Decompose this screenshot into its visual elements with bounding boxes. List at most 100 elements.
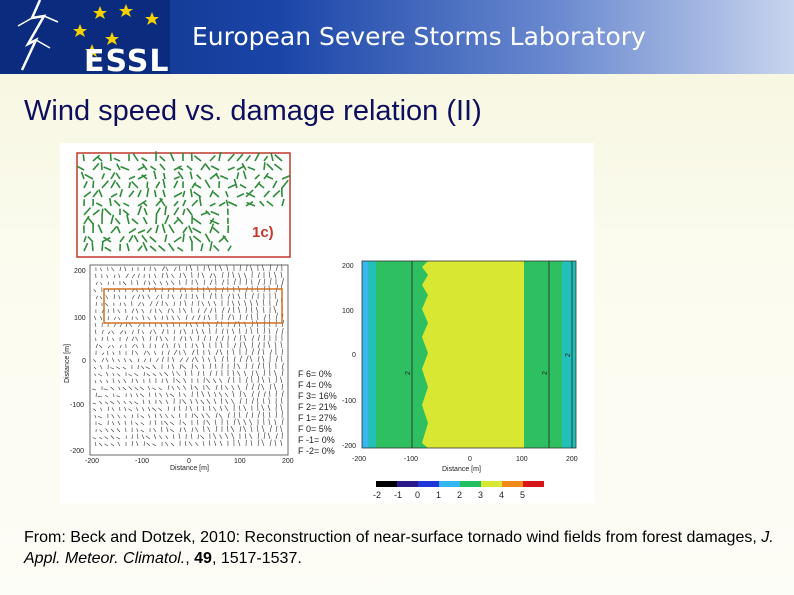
- wind-vector: [267, 404, 271, 412]
- inset-wind-vector: [236, 192, 245, 198]
- wind-vector: [179, 272, 181, 279]
- wind-vector: [112, 337, 115, 342]
- legend-entry: F 3= 16%: [298, 391, 337, 401]
- inset-wind-vector: [168, 224, 175, 234]
- wind-vector: [149, 357, 152, 363]
- wind-vector: [112, 372, 115, 377]
- wind-vector: [97, 423, 103, 426]
- wind-vector: [136, 280, 139, 286]
- wind-vector: [221, 356, 224, 363]
- wind-vector: [221, 313, 223, 321]
- inset-wind-vector: [189, 171, 193, 180]
- right-y-tick: -100: [342, 398, 356, 405]
- inset-wind-vector: [257, 182, 265, 189]
- wind-vector: [166, 315, 169, 321]
- colorbar-segment: [376, 481, 397, 487]
- inset-wind-vector: [149, 245, 157, 252]
- wind-vector: [135, 316, 139, 321]
- wind-vector: [94, 380, 97, 384]
- inset-wind-vector: [272, 190, 281, 198]
- colorbar-segment: [481, 481, 502, 487]
- wind-vector: [243, 272, 247, 279]
- inset-wind-vector: [76, 165, 85, 171]
- wind-vector: [219, 405, 223, 412]
- caption-sep: ,: [185, 550, 195, 567]
- inset-wind-vector: [239, 183, 247, 189]
- wind-vector: [159, 435, 163, 440]
- wind-vector: [179, 265, 181, 272]
- wind-vector: [232, 314, 235, 321]
- right-x-tick: 200: [566, 456, 578, 463]
- wind-vector: [191, 301, 193, 307]
- wind-vector: [140, 422, 145, 426]
- inset-wind-vector: [126, 243, 130, 252]
- star-icons: [73, 4, 159, 57]
- inset-wind-vector: [164, 205, 167, 216]
- inset-wind-vector: [273, 163, 283, 171]
- wind-vector: [116, 428, 121, 433]
- inset-wind-vector: [101, 172, 106, 180]
- wind-vector: [239, 426, 242, 433]
- wind-vector: [158, 387, 163, 391]
- left-x-tick: 200: [282, 458, 294, 465]
- wind-vector: [245, 398, 247, 405]
- wind-vector: [263, 391, 266, 398]
- inset-wind-vector: [162, 178, 166, 189]
- wind-vector: [165, 266, 169, 272]
- wind-vector: [100, 282, 103, 286]
- wind-vector: [131, 344, 136, 349]
- wind-vector: [207, 357, 211, 363]
- wind-vector: [125, 336, 129, 342]
- wind-vector: [183, 272, 187, 279]
- wind-vector: [226, 355, 229, 363]
- wind-vector: [155, 358, 159, 363]
- wind-vector: [227, 313, 231, 321]
- inset-wind-vector: [103, 207, 112, 216]
- wind-vector: [125, 273, 129, 279]
- wind-vector: [99, 429, 103, 433]
- wind-vector: [135, 336, 139, 342]
- wind-vector: [118, 273, 121, 279]
- wind-vector: [190, 399, 193, 405]
- wind-vector: [251, 314, 253, 321]
- wind-vector: [226, 419, 229, 426]
- wind-vector: [275, 411, 277, 419]
- wind-vector: [215, 349, 219, 356]
- right-x-tick: -100: [404, 456, 418, 463]
- inset-wind-vector: [209, 154, 216, 162]
- wind-vector: [145, 366, 151, 370]
- colorbar-tick: 2: [457, 490, 462, 500]
- inset-wind-vector: [225, 199, 229, 207]
- wind-vector: [251, 391, 254, 398]
- wind-vector: [99, 437, 103, 440]
- left-x-tick: -100: [135, 458, 149, 465]
- wind-vector: [207, 391, 211, 398]
- wind-vector: [118, 316, 121, 321]
- wind-vector: [250, 327, 253, 335]
- wind-vector: [251, 412, 254, 419]
- inset-wind-vector: [142, 216, 148, 225]
- wind-vector: [123, 358, 127, 363]
- wind-vector: [111, 345, 115, 349]
- wind-vector: [111, 414, 115, 419]
- inset-wind-vector: [177, 171, 184, 180]
- wind-vector: [104, 395, 109, 398]
- wind-vector: [171, 315, 175, 321]
- wind-vector: [131, 273, 136, 279]
- left-y-tick: -200: [70, 448, 84, 455]
- wind-vector: [224, 392, 229, 398]
- wind-vector: [105, 302, 109, 307]
- wind-vector: [220, 341, 223, 349]
- wind-vector: [197, 272, 199, 279]
- inset-wind-vector: [263, 155, 269, 162]
- wind-vector: [275, 355, 278, 363]
- wind-vector: [257, 375, 259, 384]
- inset-wind-vector: [272, 180, 278, 189]
- inset-wind-vector: [98, 189, 103, 198]
- wind-vector: [215, 320, 219, 328]
- inset-wind-vector: [176, 216, 184, 225]
- wind-vector: [245, 264, 248, 272]
- inset-wind-vector: [173, 180, 179, 189]
- wind-vector: [263, 398, 265, 405]
- inset-wind-vector: [133, 235, 139, 243]
